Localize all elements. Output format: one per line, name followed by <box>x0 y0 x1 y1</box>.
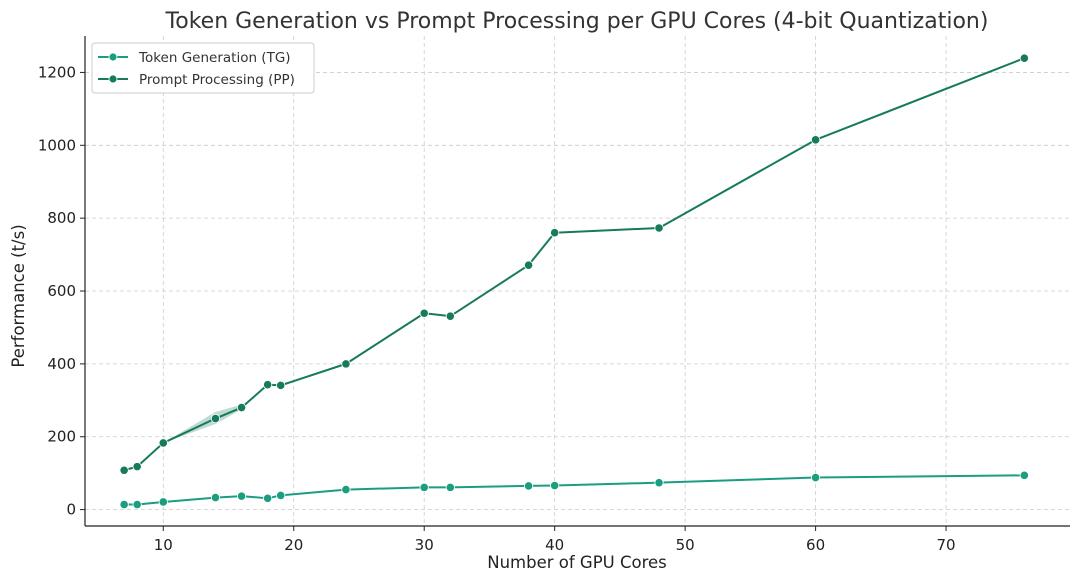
chart-title: Token Generation vs Prompt Processing pe… <box>165 9 989 34</box>
data-point-0 <box>810 472 821 483</box>
y-tick-label: 800 <box>47 209 76 227</box>
data-point-0 <box>210 492 221 503</box>
data-point-1 <box>210 413 221 424</box>
x-tick-label: 50 <box>676 536 695 554</box>
data-point-1 <box>1019 53 1029 63</box>
data-point-0 <box>654 478 664 488</box>
data-point-0 <box>419 482 429 492</box>
data-point-0 <box>158 497 168 507</box>
grid-layer <box>85 36 1070 526</box>
axes-layer <box>84 36 1070 527</box>
legend-entry-pp: Prompt Processing (PP) <box>98 72 295 88</box>
data-point-0 <box>1019 470 1029 480</box>
series-line-1 <box>123 57 1025 472</box>
data-point-1 <box>810 135 821 145</box>
data-point-1 <box>276 380 286 390</box>
data-point-1 <box>341 359 351 369</box>
y-axis-title: Performance (t/s) <box>9 224 28 367</box>
legend-entry-tg: Token Generation (TG) <box>98 50 291 66</box>
y-tick-label: 1000 <box>38 136 76 154</box>
y-tick-label: 1200 <box>38 63 76 81</box>
x-tick-label: 60 <box>806 536 825 554</box>
data-point-1 <box>236 402 247 413</box>
data-point-0 <box>276 490 286 500</box>
legend-label-tg: Token Generation (TG) <box>138 50 291 66</box>
series-line-0 <box>124 474 1025 506</box>
data-point-1 <box>119 465 129 475</box>
data-point-1 <box>419 308 429 318</box>
x-tick-label: 70 <box>937 536 956 554</box>
y-tick-label: 0 <box>66 501 76 519</box>
x-axis-title: Number of GPU Cores <box>487 553 667 572</box>
data-point-1 <box>523 260 534 270</box>
x-tick-label: 10 <box>154 536 173 554</box>
data-point-1 <box>158 438 168 448</box>
data-point-0 <box>263 493 273 503</box>
legend-marker-tg <box>108 52 118 62</box>
data-point-0 <box>445 482 455 492</box>
data-point-1 <box>550 228 560 238</box>
data-point-1 <box>654 223 664 233</box>
data-point-0 <box>132 499 142 510</box>
legend-marker-pp <box>108 74 118 84</box>
y-tick-label: 600 <box>47 282 76 300</box>
data-point-0 <box>236 491 247 501</box>
data-point-1 <box>263 380 273 390</box>
data-point-0 <box>119 499 129 510</box>
legend-box <box>91 42 315 94</box>
data-point-0 <box>523 481 534 491</box>
series-layer <box>119 53 1029 510</box>
legend-label-pp: Prompt Processing (PP) <box>139 72 295 88</box>
data-point-0 <box>341 484 351 495</box>
y-tick-label: 400 <box>47 355 76 373</box>
y-tick-label: 200 <box>47 428 76 446</box>
x-tick-label: 30 <box>415 536 434 554</box>
data-point-1 <box>445 311 455 321</box>
data-point-1 <box>132 462 142 472</box>
tick-layer: 10 20 30 40 50 60 70 0 200 400 600 800 1000 1200 <box>38 63 956 554</box>
x-tick-label: 40 <box>545 536 564 554</box>
data-point-0 <box>550 480 560 491</box>
legend: Token Generation (TG) Prompt Processing … <box>91 42 315 94</box>
x-tick-label: 20 <box>284 536 303 554</box>
